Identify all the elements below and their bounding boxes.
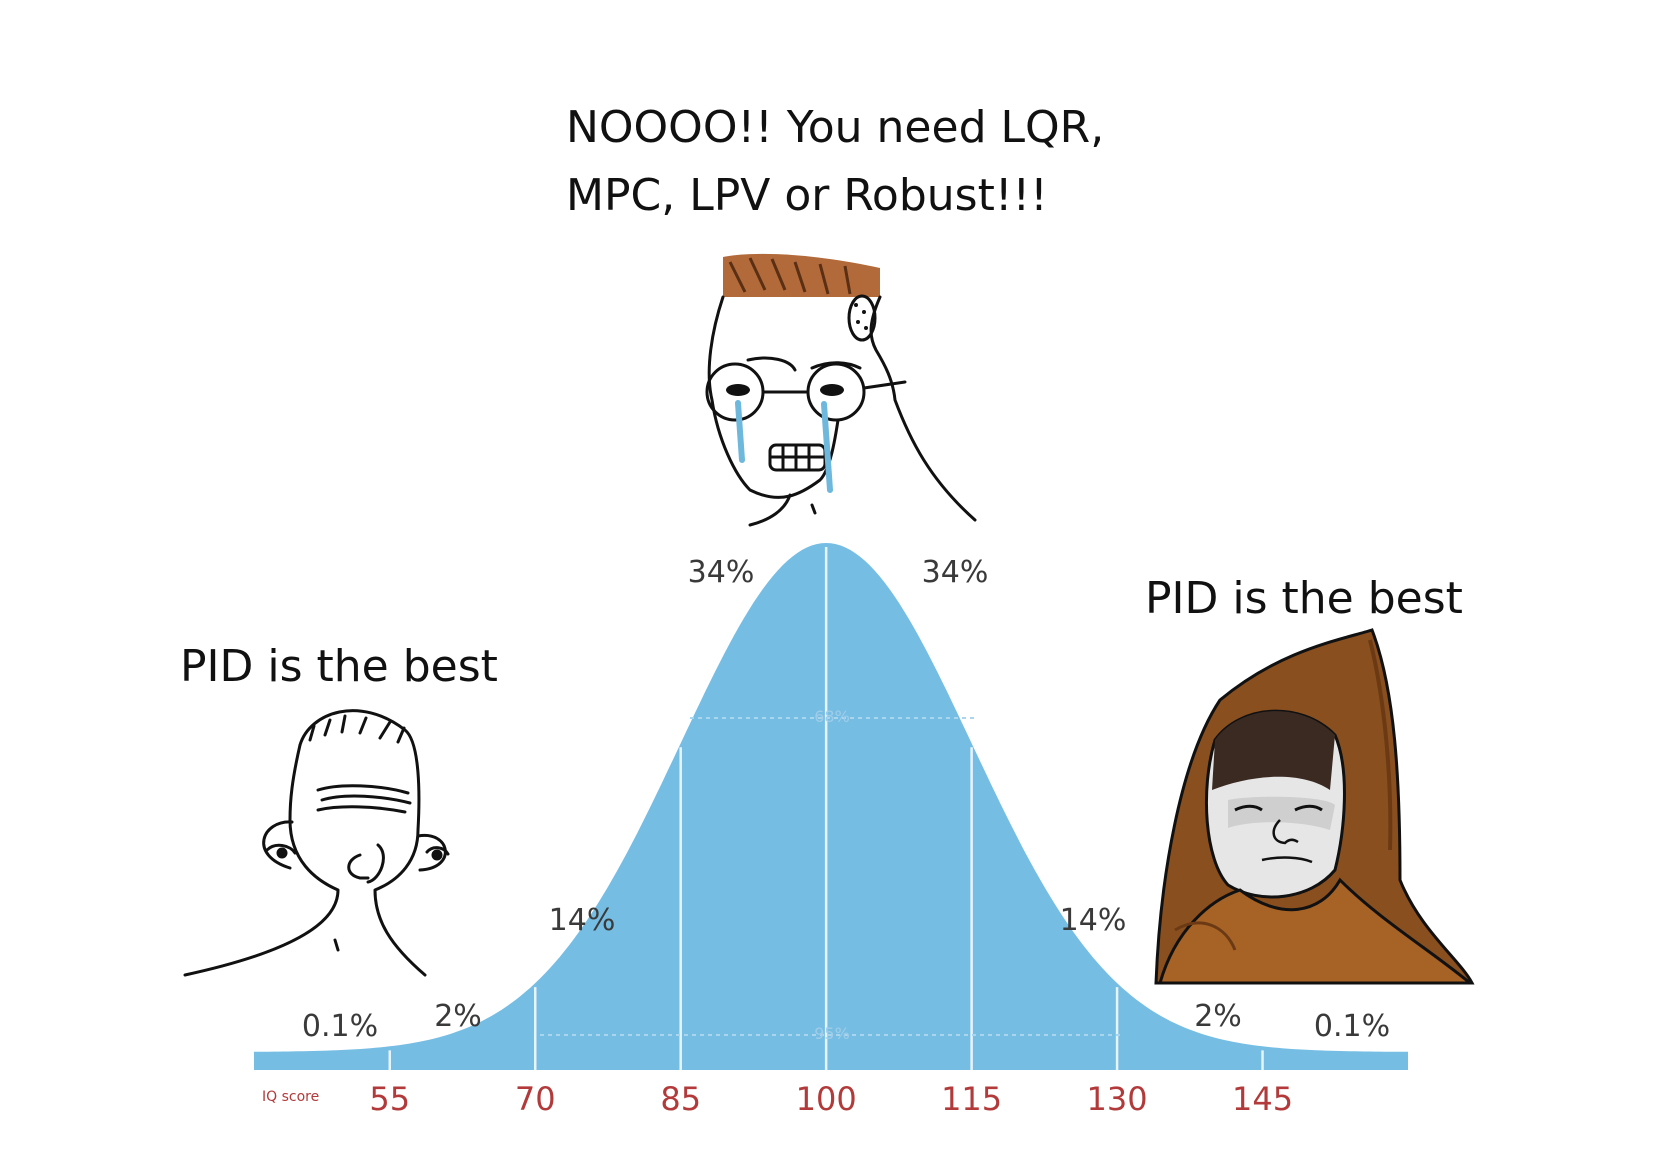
crying-nerd-wojak-icon bbox=[705, 253, 977, 527]
curve-dividers bbox=[388, 547, 1264, 1070]
band-label-0-1-left: 0.1% bbox=[302, 1009, 378, 1044]
x-tick-label: 115 bbox=[941, 1080, 1002, 1118]
middle-caption: NOOOO!! You need LQR, MPC, LPV or Robust… bbox=[566, 94, 1104, 230]
percent-labels: 0.1% 2% 14% 34% 34% 14% 2% 0.1% bbox=[302, 555, 1390, 1044]
x-axis-label: IQ score bbox=[262, 1089, 319, 1105]
band-label-2-right: 2% bbox=[1194, 999, 1242, 1034]
middle-caption-line-2: MPC, LPV or Robust!!! bbox=[566, 170, 1048, 222]
band-label-14-left: 14% bbox=[549, 903, 616, 938]
band-label-0-1-right: 0.1% bbox=[1314, 1009, 1390, 1044]
band-label-14-right: 14% bbox=[1060, 903, 1127, 938]
middle-caption-line-1: NOOOO!! You need LQR, bbox=[566, 102, 1105, 153]
band-label-2-left: 2% bbox=[434, 999, 482, 1034]
inner-label-95: 95% bbox=[814, 1024, 850, 1043]
hooded-monk-wojak-icon bbox=[1154, 628, 1475, 985]
x-tick-labels: 55 70 85 100 115 130 145 bbox=[369, 1080, 1293, 1118]
x-tick-label: 145 bbox=[1232, 1080, 1293, 1118]
coverage-dashed-lines: 68% 95% bbox=[540, 707, 1122, 1043]
x-tick-label: 130 bbox=[1087, 1080, 1148, 1118]
normal-curve-area bbox=[254, 543, 1408, 1070]
x-tick-label: 70 bbox=[515, 1080, 556, 1118]
wojak-simple-face-icon bbox=[183, 709, 450, 977]
band-label-34-right: 34% bbox=[922, 555, 989, 590]
x-tick-label: 100 bbox=[796, 1080, 857, 1118]
band-label-34-left: 34% bbox=[688, 555, 755, 590]
inner-label-68: 68% bbox=[814, 707, 850, 726]
left-caption: PID is the best bbox=[180, 641, 498, 692]
x-tick-label: 55 bbox=[369, 1080, 410, 1118]
right-caption: PID is the best bbox=[1145, 573, 1463, 624]
x-tick-label: 85 bbox=[660, 1080, 701, 1118]
